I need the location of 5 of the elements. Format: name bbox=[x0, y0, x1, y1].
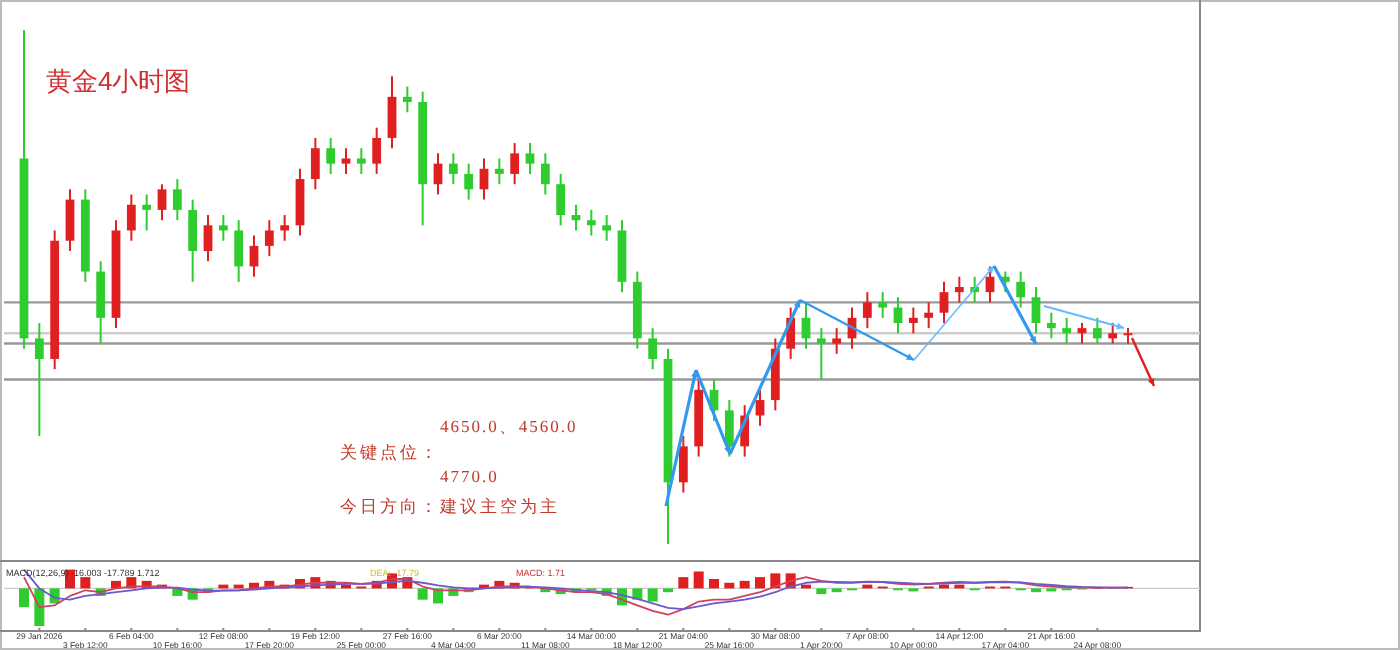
annotation: 今日方向：建议主空为主 bbox=[340, 496, 560, 516]
annotation: 关键点位： bbox=[340, 442, 440, 462]
annotation: 4770.0 bbox=[440, 466, 499, 486]
annotation: 4650.0、4560.0 bbox=[440, 416, 578, 436]
text: 黄金4小时图 bbox=[46, 66, 191, 96]
